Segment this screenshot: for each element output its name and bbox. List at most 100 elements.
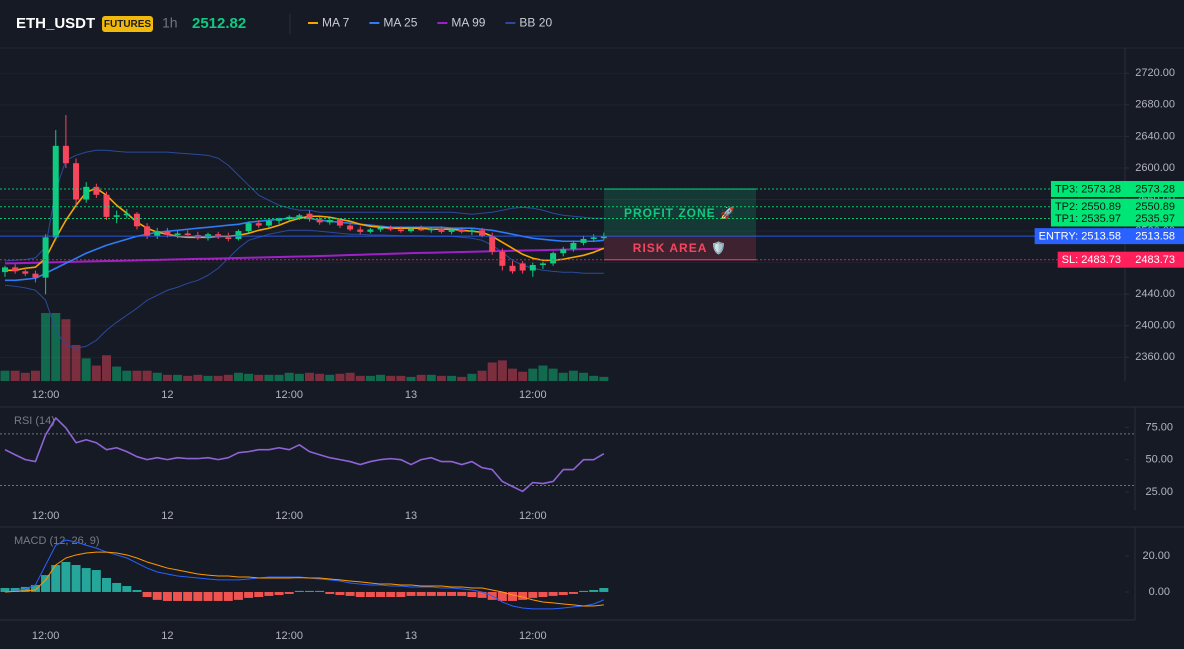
volume-bar [152, 372, 162, 381]
volume-bar [51, 313, 61, 381]
histogram-bar [294, 590, 304, 592]
candle-body [296, 215, 303, 217]
histogram-bar [61, 561, 71, 592]
y-tick-label: 2680.00 [1135, 99, 1175, 111]
x-tick-label: 13 [405, 510, 417, 522]
histogram-bar [305, 590, 314, 592]
x-tick-label: 12:00 [275, 630, 303, 642]
histogram-bar [264, 591, 274, 596]
x-tick-label: 13 [405, 630, 417, 642]
histogram-bar [71, 565, 81, 592]
volume-bar [558, 372, 568, 381]
volume-bar [538, 365, 548, 381]
candle-body [570, 242, 577, 250]
histogram-bar [528, 591, 538, 598]
y-tick-label: 2640.00 [1135, 130, 1175, 142]
histogram-bar [30, 584, 40, 592]
candle-body [52, 145, 59, 238]
level-label-bg [1050, 210, 1125, 227]
y-tick-label: 50.00 [1145, 454, 1173, 466]
x-tick-label: 12 [161, 389, 173, 401]
histogram-bar [284, 591, 294, 594]
last-price: 2512.82 [192, 15, 246, 32]
candle-body [73, 163, 80, 200]
histogram-bar [365, 591, 375, 597]
histogram-bar [315, 590, 325, 592]
y-tick-label: 20.00 [1142, 550, 1170, 562]
volume-bar [548, 368, 558, 381]
histogram-bar [203, 591, 213, 601]
volume-bar [315, 373, 325, 381]
badge: FUTURES [104, 19, 152, 30]
zone-label: RISK AREA 🛡️ [633, 241, 727, 255]
histogram-bar [477, 591, 487, 598]
histogram-bar [122, 586, 132, 592]
x-tick-label: 12:00 [519, 630, 547, 642]
candle-body [276, 219, 283, 221]
y-tick-label: 2440.00 [1135, 288, 1175, 300]
candle-body [377, 227, 384, 230]
volume-bar [467, 373, 477, 381]
histogram-bar [193, 591, 203, 601]
bb-upper [4, 149, 604, 262]
candle-body [509, 265, 516, 272]
histogram-bar [538, 591, 548, 597]
candle-body [133, 213, 140, 227]
volume-bar [487, 362, 497, 381]
histogram-bar [406, 591, 416, 596]
histogram-bar [233, 591, 243, 600]
histogram-bar [102, 577, 111, 592]
x-tick-label: 12:00 [275, 510, 303, 522]
volume-bar [305, 372, 314, 381]
y-tick-label: 75.00 [1145, 421, 1173, 433]
axis-label-bg [1125, 228, 1184, 245]
volume-bar [386, 375, 396, 381]
candle-body [42, 237, 49, 278]
candle-body [2, 267, 8, 273]
zone [604, 189, 756, 237]
volume-bar [426, 374, 436, 381]
histogram-bar [132, 589, 142, 592]
candle-body [418, 228, 425, 231]
legend-label: BB 20 [519, 16, 552, 30]
candle-body [113, 215, 120, 217]
volume-bar [284, 372, 294, 381]
volume-bar [325, 374, 335, 381]
level-label: ENTRY: 2513.58 [1039, 231, 1121, 243]
candle-body [590, 237, 597, 239]
histogram-bar [142, 591, 152, 597]
histogram-bar [426, 591, 436, 596]
volume-bar [599, 376, 609, 381]
histogram-bar [20, 586, 30, 592]
volume-bar [254, 374, 264, 381]
histogram-bar [0, 588, 10, 592]
histogram-bar [447, 591, 457, 596]
histogram-bar [335, 591, 345, 596]
x-tick-label: 12:00 [32, 389, 60, 401]
level-label: SL: 2483.73 [1062, 254, 1121, 266]
candle-body [255, 223, 262, 226]
volume-bar [173, 374, 183, 381]
axis-price-label: 2573.28 [1135, 183, 1175, 195]
x-tick-label: 12:00 [32, 510, 60, 522]
volume-bar [162, 374, 172, 381]
volume-bar [30, 370, 40, 381]
histogram-bar [599, 588, 609, 592]
candle-body [103, 194, 110, 217]
volume-bar [203, 375, 213, 381]
histogram-bar [467, 591, 477, 597]
volume-bar [223, 374, 233, 381]
histogram-bar [376, 591, 386, 597]
candle-body [347, 225, 354, 230]
y-tick-label: 25.00 [1145, 486, 1173, 498]
legend-label: MA 99 [451, 16, 485, 30]
histogram-bar [81, 568, 91, 592]
candle-body [367, 229, 374, 232]
x-tick-label: 12 [161, 630, 173, 642]
volume-bar [365, 375, 375, 381]
level-label-bg [1050, 181, 1125, 198]
candle-body [123, 213, 130, 216]
